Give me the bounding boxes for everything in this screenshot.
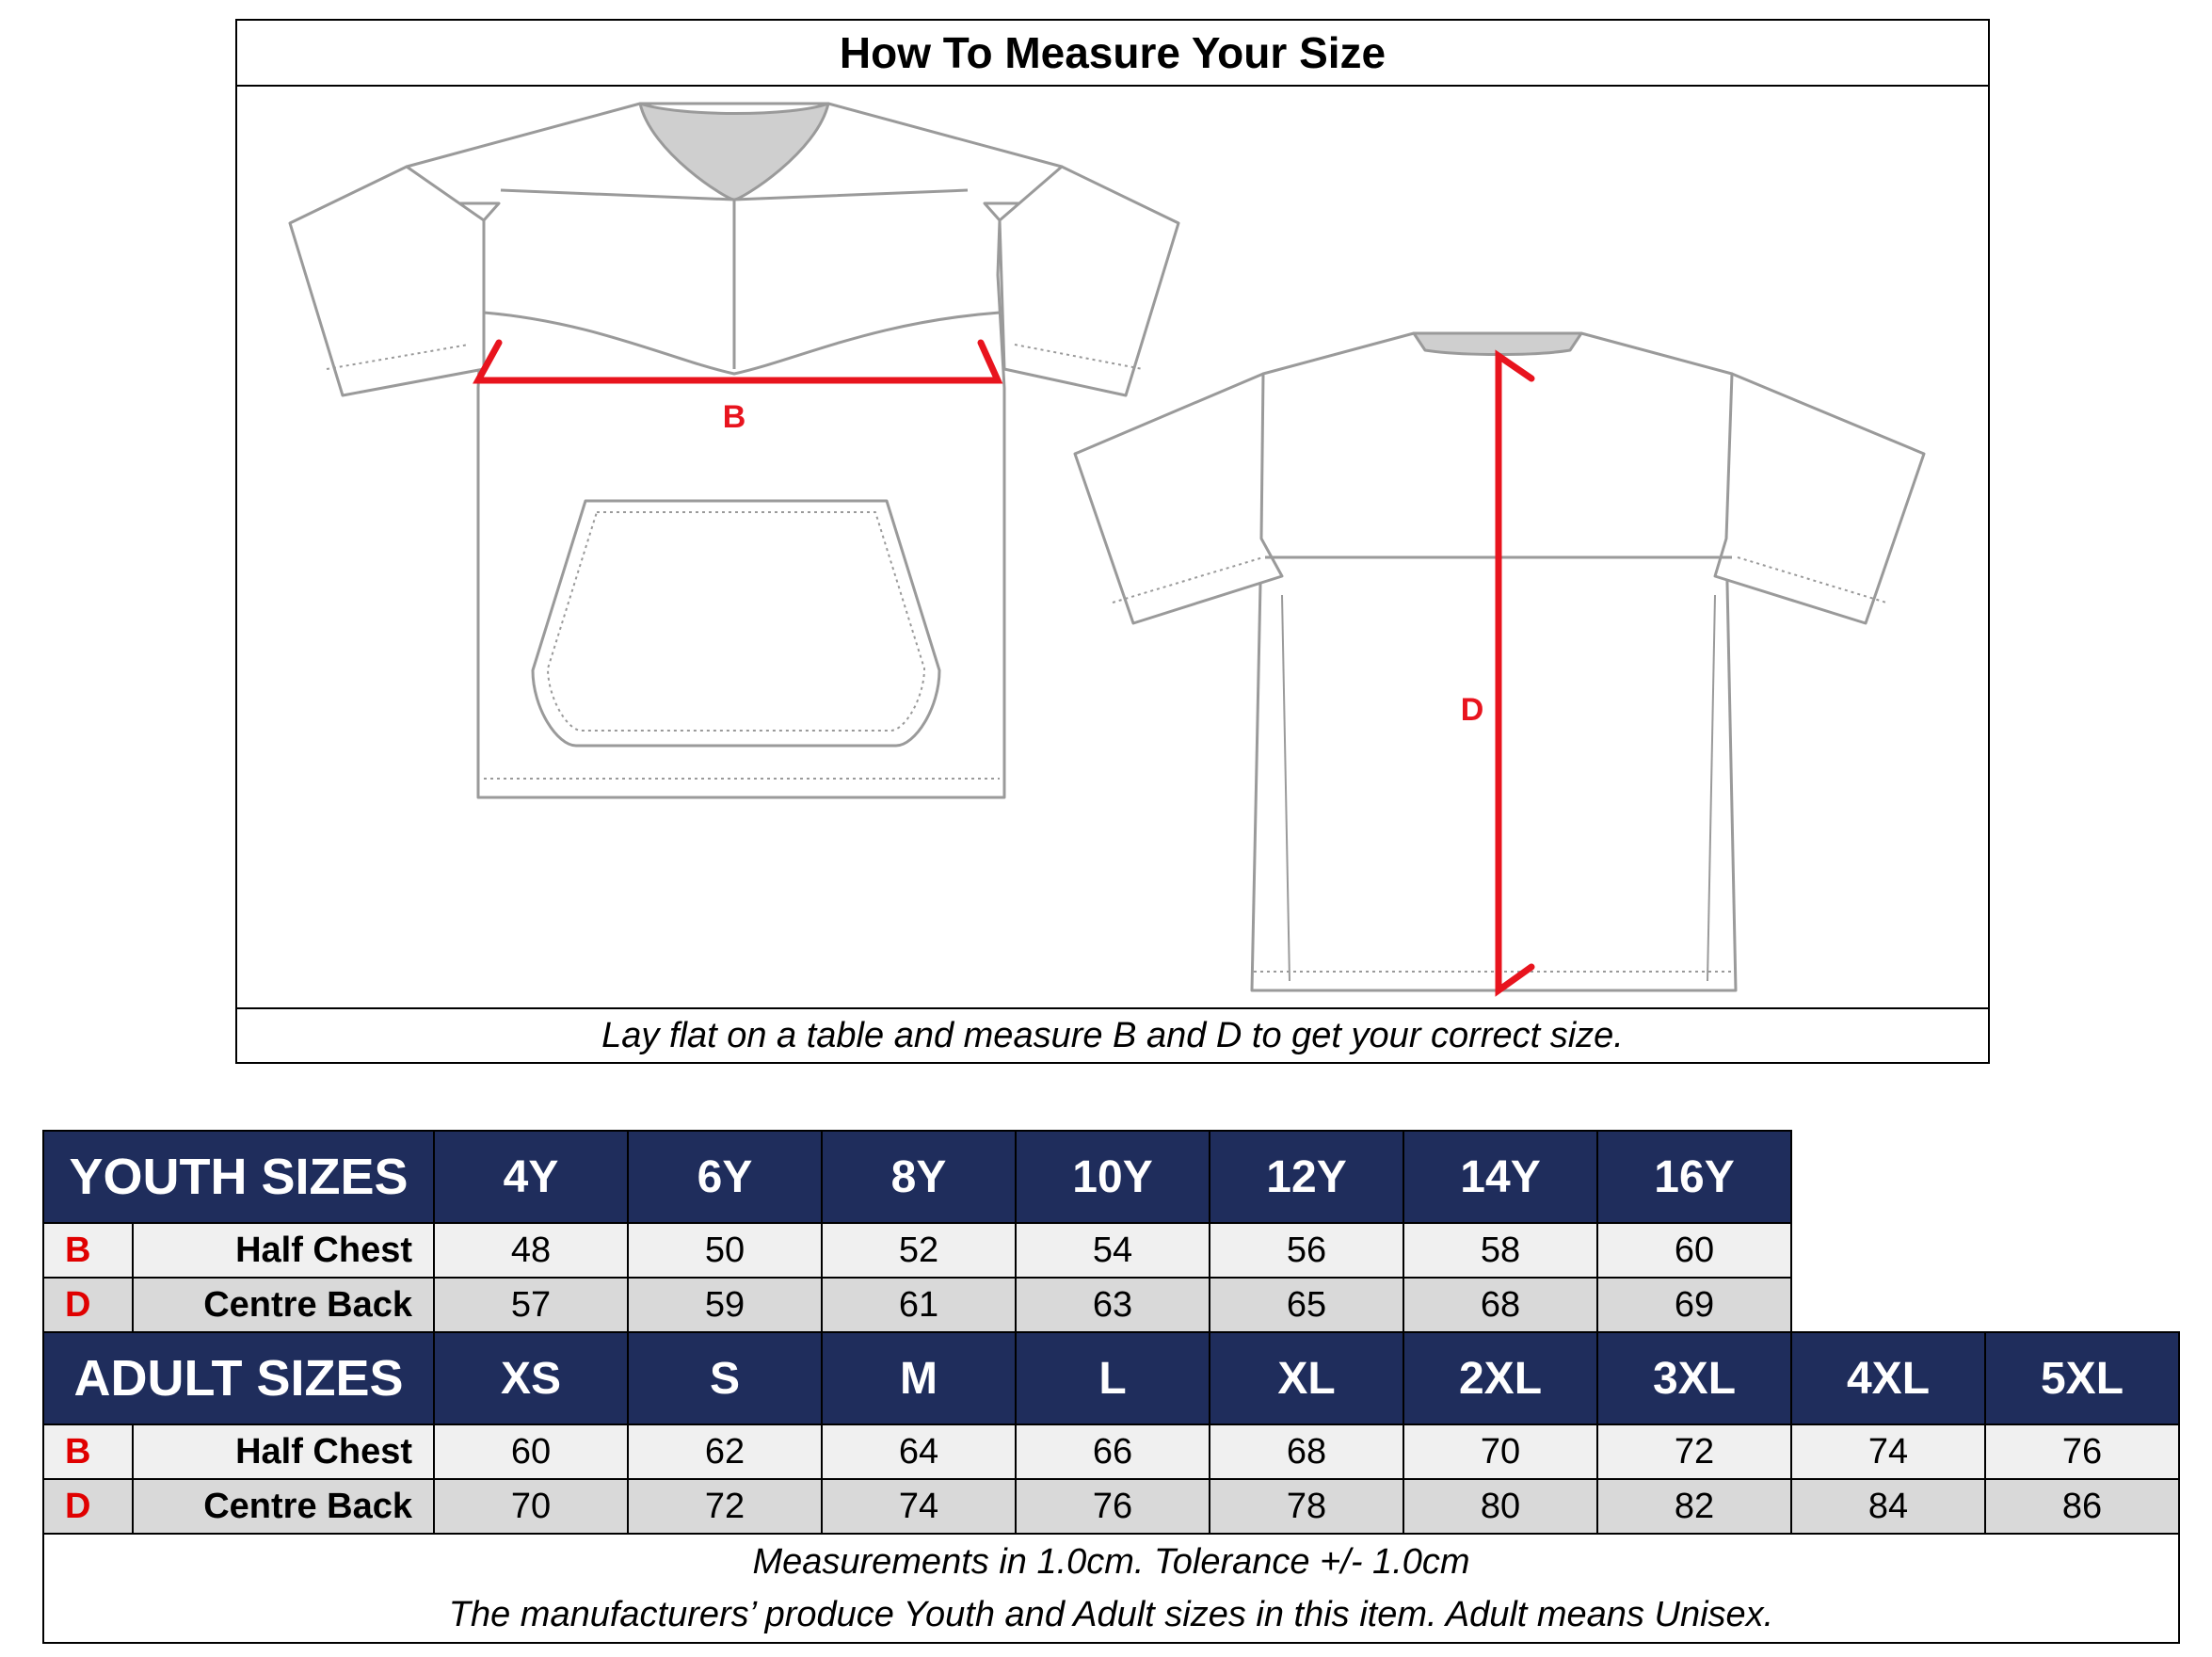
measure-code: B [42,1424,134,1480]
table-cell: 61 [821,1277,1017,1333]
table-cell: 68 [1403,1277,1598,1333]
back-shirt-drawing [1073,331,1926,992]
youth-centre-back-row: D Centre Back 57 59 61 63 65 68 69 [42,1277,2179,1333]
table-cell: 57 [433,1277,629,1333]
table-cell: 65 [1209,1277,1404,1333]
table-cell: 76 [1984,1424,2180,1480]
guide-title: How To Measure Your Size [237,21,1988,87]
adult-heading: ADULT SIZES [42,1331,435,1425]
adult-size-col: 2XL [1403,1331,1598,1425]
measure-label: Half Chest [132,1222,435,1279]
footer-row: Measurements in 1.0cm. Tolerance +/- 1.0… [42,1533,2180,1644]
table-cell: 48 [433,1222,629,1279]
adult-size-col: XL [1209,1331,1404,1425]
garment-illustration: B D [237,87,1988,1032]
table-cell: 76 [1015,1478,1210,1535]
table-cell: 56 [1209,1222,1404,1279]
table-cell: 50 [627,1222,823,1279]
youth-size-col: 6Y [627,1130,823,1224]
table-cell: 78 [1209,1478,1404,1535]
measure-code: B [42,1222,134,1279]
measure-guide: How To Measure Your Size [235,19,1990,1064]
front-shirt-drawing [288,102,1180,799]
adult-size-col: S [627,1331,823,1425]
table-cell: 60 [433,1424,629,1480]
table-cell: 69 [1596,1277,1792,1333]
adult-size-col: XS [433,1331,629,1425]
half-chest-marker [473,339,1003,384]
table-cell: 68 [1209,1424,1404,1480]
table-cell: 74 [1790,1424,1986,1480]
youth-size-col: 12Y [1209,1130,1404,1224]
centre-back-marker [1495,349,1535,997]
youth-heading: YOUTH SIZES [42,1130,435,1224]
youth-half-chest-row: B Half Chest 48 50 52 54 56 58 60 [42,1222,2179,1279]
table-cell: 72 [627,1478,823,1535]
table-cell: 59 [627,1277,823,1333]
table-cell: 62 [627,1424,823,1480]
table-cell: 64 [821,1424,1017,1480]
table-cell: 84 [1790,1478,1986,1535]
marker-d-label: D [1461,692,1484,728]
table-cell: 80 [1403,1478,1598,1535]
footer-notes: Measurements in 1.0cm. Tolerance +/- 1.0… [42,1533,2180,1644]
table-cell: 54 [1015,1222,1210,1279]
measure-label: Half Chest [132,1424,435,1480]
measure-code: D [42,1478,134,1535]
table-cell: 82 [1596,1478,1792,1535]
footer-tolerance: Measurements in 1.0cm. Tolerance +/- 1.0… [752,1542,1470,1582]
table-cell: 52 [821,1222,1017,1279]
youth-size-col: 10Y [1015,1130,1210,1224]
measure-label: Centre Back [132,1277,435,1333]
table-cell: 66 [1015,1424,1210,1480]
table-cell: 74 [821,1478,1017,1535]
adult-size-col: 4XL [1790,1331,1986,1425]
guide-note: Lay flat on a table and measure B and D … [237,1007,1988,1062]
footer-disclaimer: The manufacturers’ produce Youth and Adu… [448,1595,1774,1634]
table-cell: 70 [433,1478,629,1535]
youth-size-col: 4Y [433,1130,629,1224]
youth-size-col: 8Y [821,1130,1017,1224]
table-cell: 70 [1403,1424,1598,1480]
youth-size-col: 16Y [1596,1130,1792,1224]
table-cell: 58 [1403,1222,1598,1279]
adult-size-col: L [1015,1331,1210,1425]
table-cell: 86 [1984,1478,2180,1535]
adult-size-col: M [821,1331,1017,1425]
youth-header-row: YOUTH SIZES 4Y 6Y 8Y 10Y 12Y 14Y 16Y [42,1130,2179,1224]
measure-code: D [42,1277,134,1333]
adult-size-col: 3XL [1596,1331,1792,1425]
size-chart-table: YOUTH SIZES 4Y 6Y 8Y 10Y 12Y 14Y 16Y B H… [42,1130,2180,1644]
marker-b-label: B [723,399,746,435]
measure-label: Centre Back [132,1478,435,1535]
youth-size-col: 14Y [1403,1130,1598,1224]
table-cell: 60 [1596,1222,1792,1279]
table-cell: 72 [1596,1424,1792,1480]
adult-half-chest-row: B Half Chest 60 62 64 66 68 70 72 74 76 [42,1424,2180,1480]
adult-centre-back-row: D Centre Back 70 72 74 76 78 80 82 84 86 [42,1478,2180,1535]
adult-size-col: 5XL [1984,1331,2180,1425]
adult-header-row: ADULT SIZES XS S M L XL 2XL 3XL 4XL 5XL [42,1331,2180,1425]
table-cell: 63 [1015,1277,1210,1333]
